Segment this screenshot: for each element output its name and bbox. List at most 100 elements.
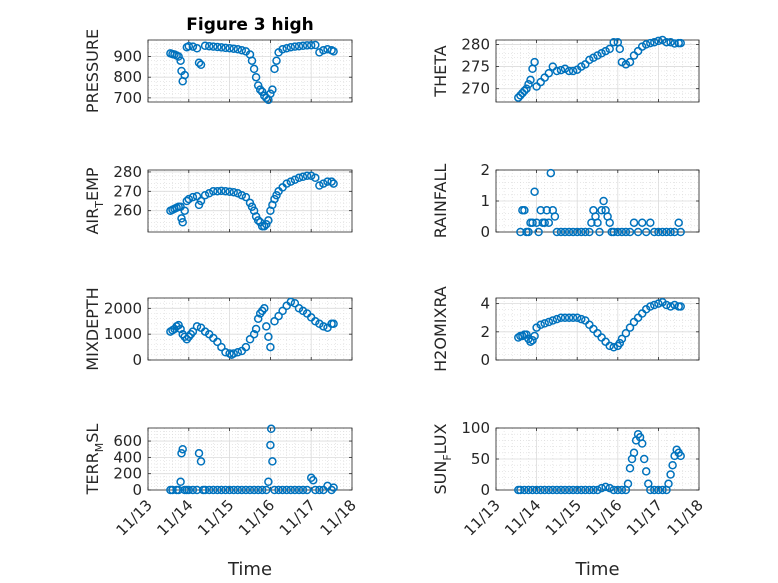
- data-point: [670, 39, 679, 48]
- data-point: [237, 485, 247, 495]
- data-point: [290, 42, 300, 51]
- data-point: [637, 218, 647, 227]
- data-point: [306, 473, 316, 483]
- x-tick-label: 11/18: [317, 496, 360, 539]
- data-point: [532, 485, 541, 495]
- data-point: [319, 322, 328, 331]
- data-point: [294, 173, 304, 183]
- data-point: [229, 349, 238, 358]
- data-point: [676, 451, 685, 461]
- y-label-main: SUN: [431, 461, 450, 495]
- x-tick-label: 11/17: [623, 496, 666, 539]
- data-point: [617, 334, 627, 344]
- data-point: [593, 485, 602, 495]
- data-point: [302, 485, 312, 495]
- data-point: [646, 302, 655, 311]
- data-point: [274, 311, 283, 321]
- data-point: [556, 65, 566, 75]
- data-point: [237, 46, 247, 55]
- data-point: [599, 196, 608, 206]
- data-point: [564, 313, 574, 322]
- data-point: [520, 485, 529, 495]
- data-point: [621, 328, 631, 338]
- data-point: [593, 218, 602, 227]
- data-point: [315, 485, 324, 495]
- data-point: [221, 187, 230, 196]
- data-point: [552, 66, 562, 76]
- y-axis-label: RAINFALL: [431, 164, 450, 239]
- data-point: [262, 485, 271, 495]
- y-tick-label: 0: [480, 223, 490, 241]
- data-point: [329, 47, 338, 56]
- data-point: [522, 330, 531, 339]
- data-point: [516, 485, 525, 495]
- data-point: [597, 483, 606, 493]
- data-point: [621, 60, 631, 69]
- y-tick-label: 900: [113, 48, 142, 66]
- data-point: [615, 44, 625, 54]
- x-tick-label: 11/16: [235, 496, 278, 539]
- data-point: [668, 460, 677, 470]
- data-point: [225, 485, 234, 495]
- data-point: [568, 485, 578, 495]
- data-point: [200, 190, 210, 200]
- data-point: [174, 485, 183, 495]
- y-tick-label: 270: [461, 80, 490, 98]
- data-point: [658, 485, 667, 495]
- data-point: [290, 485, 300, 495]
- y-tick-label: 0: [132, 481, 142, 499]
- data-point: [662, 300, 671, 310]
- data-point: [196, 60, 206, 70]
- data-point: [184, 194, 194, 204]
- data-point: [609, 343, 618, 352]
- data-point: [178, 218, 187, 227]
- data-point: [524, 227, 533, 237]
- data-point: [229, 44, 238, 53]
- data-point: [540, 218, 549, 227]
- series-markers: [166, 424, 338, 495]
- data-point: [520, 86, 529, 96]
- x-tick-label: 11/14: [501, 496, 544, 539]
- data-point: [290, 175, 300, 184]
- data-point: [595, 227, 604, 237]
- data-point: [629, 448, 639, 458]
- data-point: [329, 319, 338, 329]
- data-point: [568, 227, 578, 237]
- data-point: [311, 173, 320, 183]
- data-point: [650, 485, 659, 495]
- data-point: [257, 87, 267, 96]
- data-point: [601, 46, 610, 56]
- data-point: [213, 485, 222, 495]
- data-point: [589, 53, 598, 62]
- y-tick-label: 800: [113, 68, 142, 86]
- data-point: [217, 342, 226, 352]
- y-tick-label: 2: [480, 161, 490, 179]
- y-tick-label: 1000: [104, 325, 142, 343]
- data-point: [613, 485, 623, 495]
- data-point: [176, 477, 185, 487]
- data-point: [184, 41, 194, 51]
- data-point: [245, 485, 255, 495]
- data-point: [213, 187, 222, 196]
- data-point: [286, 177, 296, 186]
- y-tick-label: 2: [480, 323, 490, 341]
- data-point: [298, 41, 308, 51]
- data-point: [329, 179, 338, 188]
- data-point: [530, 57, 539, 67]
- data-point: [200, 41, 210, 51]
- axes-box: [147, 39, 353, 103]
- data-point: [536, 485, 545, 495]
- data-point: [286, 297, 296, 307]
- data-point: [217, 485, 226, 495]
- data-point: [188, 485, 198, 495]
- data-point: [676, 38, 685, 48]
- data-point: [650, 300, 659, 310]
- data-point: [266, 440, 275, 450]
- data-point: [623, 479, 633, 489]
- data-point: [625, 57, 635, 67]
- data-point: [666, 227, 675, 237]
- data-point: [641, 467, 651, 476]
- data-point: [654, 227, 663, 237]
- data-point: [298, 172, 308, 182]
